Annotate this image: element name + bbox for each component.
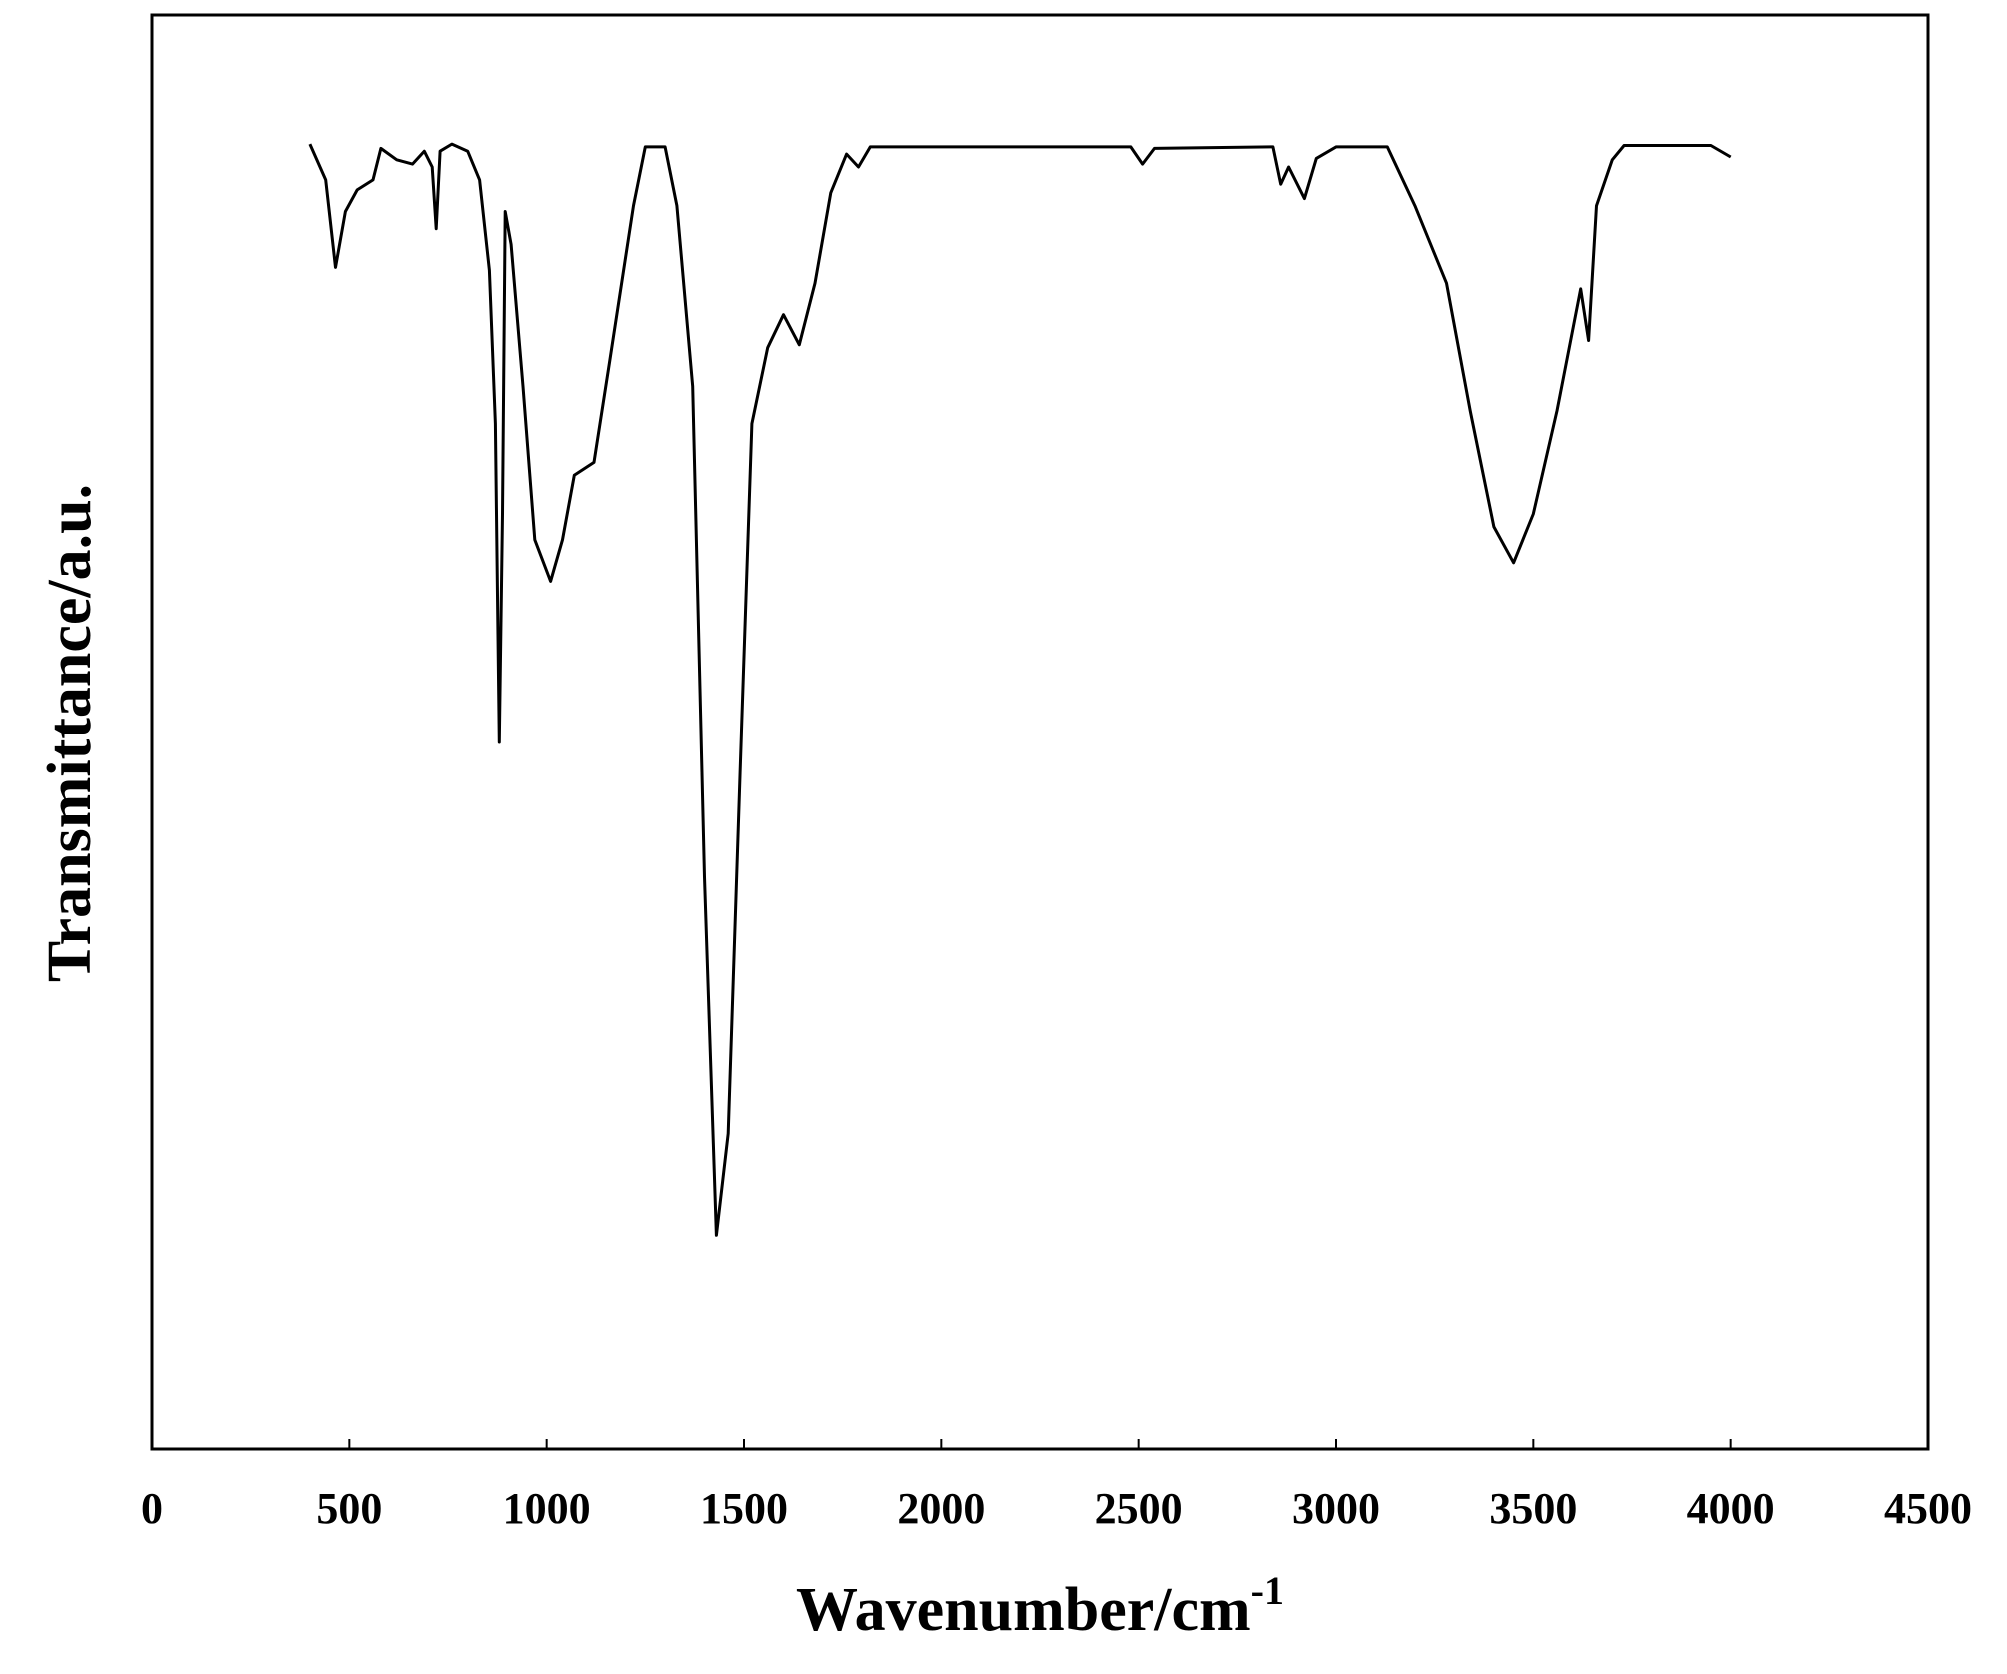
x-tick-label: 0 (141, 1484, 163, 1533)
plot-frame (150, 13, 1930, 1451)
x-tick-label: 3000 (1292, 1484, 1380, 1533)
x-tick-label: 2000 (897, 1484, 985, 1533)
x-tick-label: 500 (316, 1484, 382, 1533)
x-axis-title-sup: -1 (1251, 1568, 1284, 1613)
x-tick-label: 1000 (503, 1484, 591, 1533)
x-tick-label: 4500 (1884, 1484, 1972, 1533)
x-tick-label: 4000 (1687, 1484, 1775, 1533)
x-tick-label: 1500 (700, 1484, 788, 1533)
x-axis-title-text: Wavenumber/cm (796, 1576, 1251, 1644)
x-tick-label: 3500 (1489, 1484, 1577, 1533)
spectrum-line (308, 142, 1732, 1237)
y-axis-title: Transmittance/a.u. (36, 484, 104, 982)
x-tick-label: 2500 (1095, 1484, 1183, 1533)
x-axis-title: Wavenumber/cm-1 (796, 1568, 1284, 1644)
